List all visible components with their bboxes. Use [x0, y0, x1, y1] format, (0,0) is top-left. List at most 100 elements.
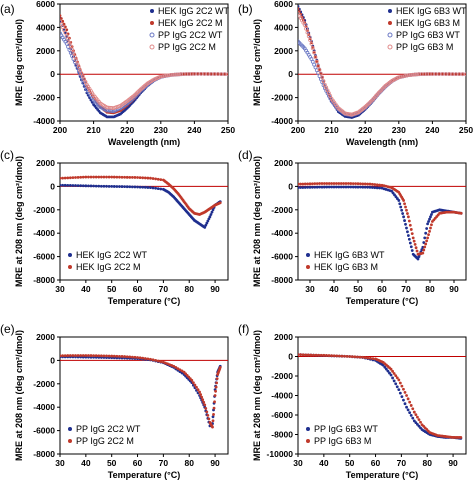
- data-point: [311, 182, 314, 186]
- data-point: [164, 73, 169, 78]
- data-point: [299, 353, 302, 357]
- legend-marker: [150, 21, 154, 25]
- x-tick-label: 30: [293, 458, 303, 468]
- data-point: [203, 225, 207, 229]
- data-point: [304, 26, 308, 31]
- data-point: [406, 230, 409, 234]
- data-point: [178, 368, 182, 372]
- data-point: [323, 185, 326, 189]
- data-point: [190, 378, 194, 382]
- data-point: [138, 185, 142, 189]
- data-point: [309, 41, 314, 46]
- y-tick-label: -2000: [271, 205, 293, 215]
- data-point: [210, 210, 214, 214]
- data-point: [226, 72, 228, 77]
- data-point: [120, 175, 124, 179]
- data-point: [84, 184, 88, 188]
- data-point: [457, 72, 461, 76]
- data-point: [158, 74, 163, 79]
- data-point: [359, 185, 362, 189]
- data-point: [417, 255, 421, 258]
- data-point: [205, 410, 209, 414]
- data-point: [313, 182, 317, 186]
- data-point: [92, 175, 95, 179]
- data-point: [198, 390, 201, 394]
- data-point: [97, 354, 101, 358]
- data-point: [99, 354, 103, 358]
- y-tick-label: -10000: [267, 449, 294, 459]
- data-point: [136, 185, 139, 189]
- x-axis-label: Temperature (°C): [346, 470, 418, 480]
- data-point: [316, 64, 320, 68]
- x-tick-label: 30: [55, 284, 65, 294]
- data-point: [206, 413, 210, 417]
- data-point: [424, 231, 428, 235]
- plot-frame: [59, 3, 229, 122]
- data-point: [67, 40, 72, 45]
- data-point: [420, 72, 424, 76]
- data-point: [215, 377, 219, 381]
- data-point: [348, 355, 352, 358]
- data-point: [218, 366, 222, 369]
- data-point: [359, 182, 362, 186]
- y-tick-label: -6000: [271, 410, 293, 420]
- x-tick-label: 60: [133, 284, 143, 294]
- data-point: [320, 185, 324, 189]
- data-point: [208, 215, 212, 219]
- data-point: [371, 182, 374, 186]
- y-tick-label: -4000: [33, 402, 55, 412]
- y-tick-label: -4000: [33, 116, 55, 126]
- data-point: [373, 183, 377, 186]
- data-point: [411, 416, 415, 420]
- data-point: [361, 185, 365, 189]
- y-tick-label: 0: [288, 69, 293, 79]
- data-point: [211, 415, 215, 419]
- plot-area: [60, 14, 228, 119]
- data-point: [159, 187, 163, 191]
- data-point: [143, 357, 147, 360]
- data-point: [60, 176, 62, 180]
- data-point: [349, 185, 353, 189]
- legend-label: PP IgG 2C2 WT: [158, 30, 223, 40]
- data-point: [193, 383, 197, 387]
- data-point: [398, 74, 403, 79]
- data-point: [64, 33, 69, 38]
- data-point: [180, 369, 184, 373]
- x-tick-label: 50: [353, 284, 363, 294]
- data-point: [429, 226, 432, 230]
- legend-label: HEK IgG 2C2 WT: [158, 6, 230, 16]
- data-point: [61, 176, 64, 180]
- data-point: [182, 72, 186, 76]
- y-tick-label: -2000: [33, 205, 55, 215]
- data-point: [79, 184, 83, 188]
- data-point: [166, 73, 171, 78]
- data-point: [298, 186, 300, 189]
- data-point: [125, 175, 129, 179]
- data-point: [71, 176, 75, 180]
- data-point: [306, 185, 309, 189]
- panel-label: (a): [0, 2, 15, 16]
- y-tick-label: 2000: [274, 332, 293, 342]
- data-point: [398, 381, 402, 385]
- data-point: [417, 418, 421, 422]
- data-point: [213, 72, 216, 76]
- data-point: [339, 182, 343, 185]
- data-point: [314, 353, 318, 357]
- data-point: [368, 182, 372, 186]
- data-point: [317, 67, 322, 72]
- data-point: [366, 182, 369, 186]
- data-point: [223, 72, 227, 76]
- data-point: [397, 388, 401, 392]
- data-point: [94, 184, 98, 188]
- data-point: [403, 402, 407, 406]
- series-3: [60, 19, 228, 111]
- chart-panel-2: (c) 30 40 50 60 70 80 90 -8000 -6000 -4000 -2000 0 20…: [0, 148, 229, 306]
- data-point: [403, 202, 406, 206]
- data-point: [358, 355, 362, 359]
- data-point: [211, 425, 214, 429]
- data-point: [68, 184, 72, 187]
- y-tick-label: -6000: [33, 426, 55, 436]
- data-point: [397, 199, 401, 202]
- data-point: [193, 72, 196, 76]
- y-tick-label: 0: [288, 181, 293, 191]
